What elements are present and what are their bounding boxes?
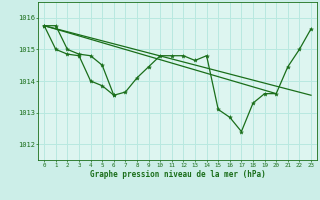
X-axis label: Graphe pression niveau de la mer (hPa): Graphe pression niveau de la mer (hPa): [90, 170, 266, 179]
